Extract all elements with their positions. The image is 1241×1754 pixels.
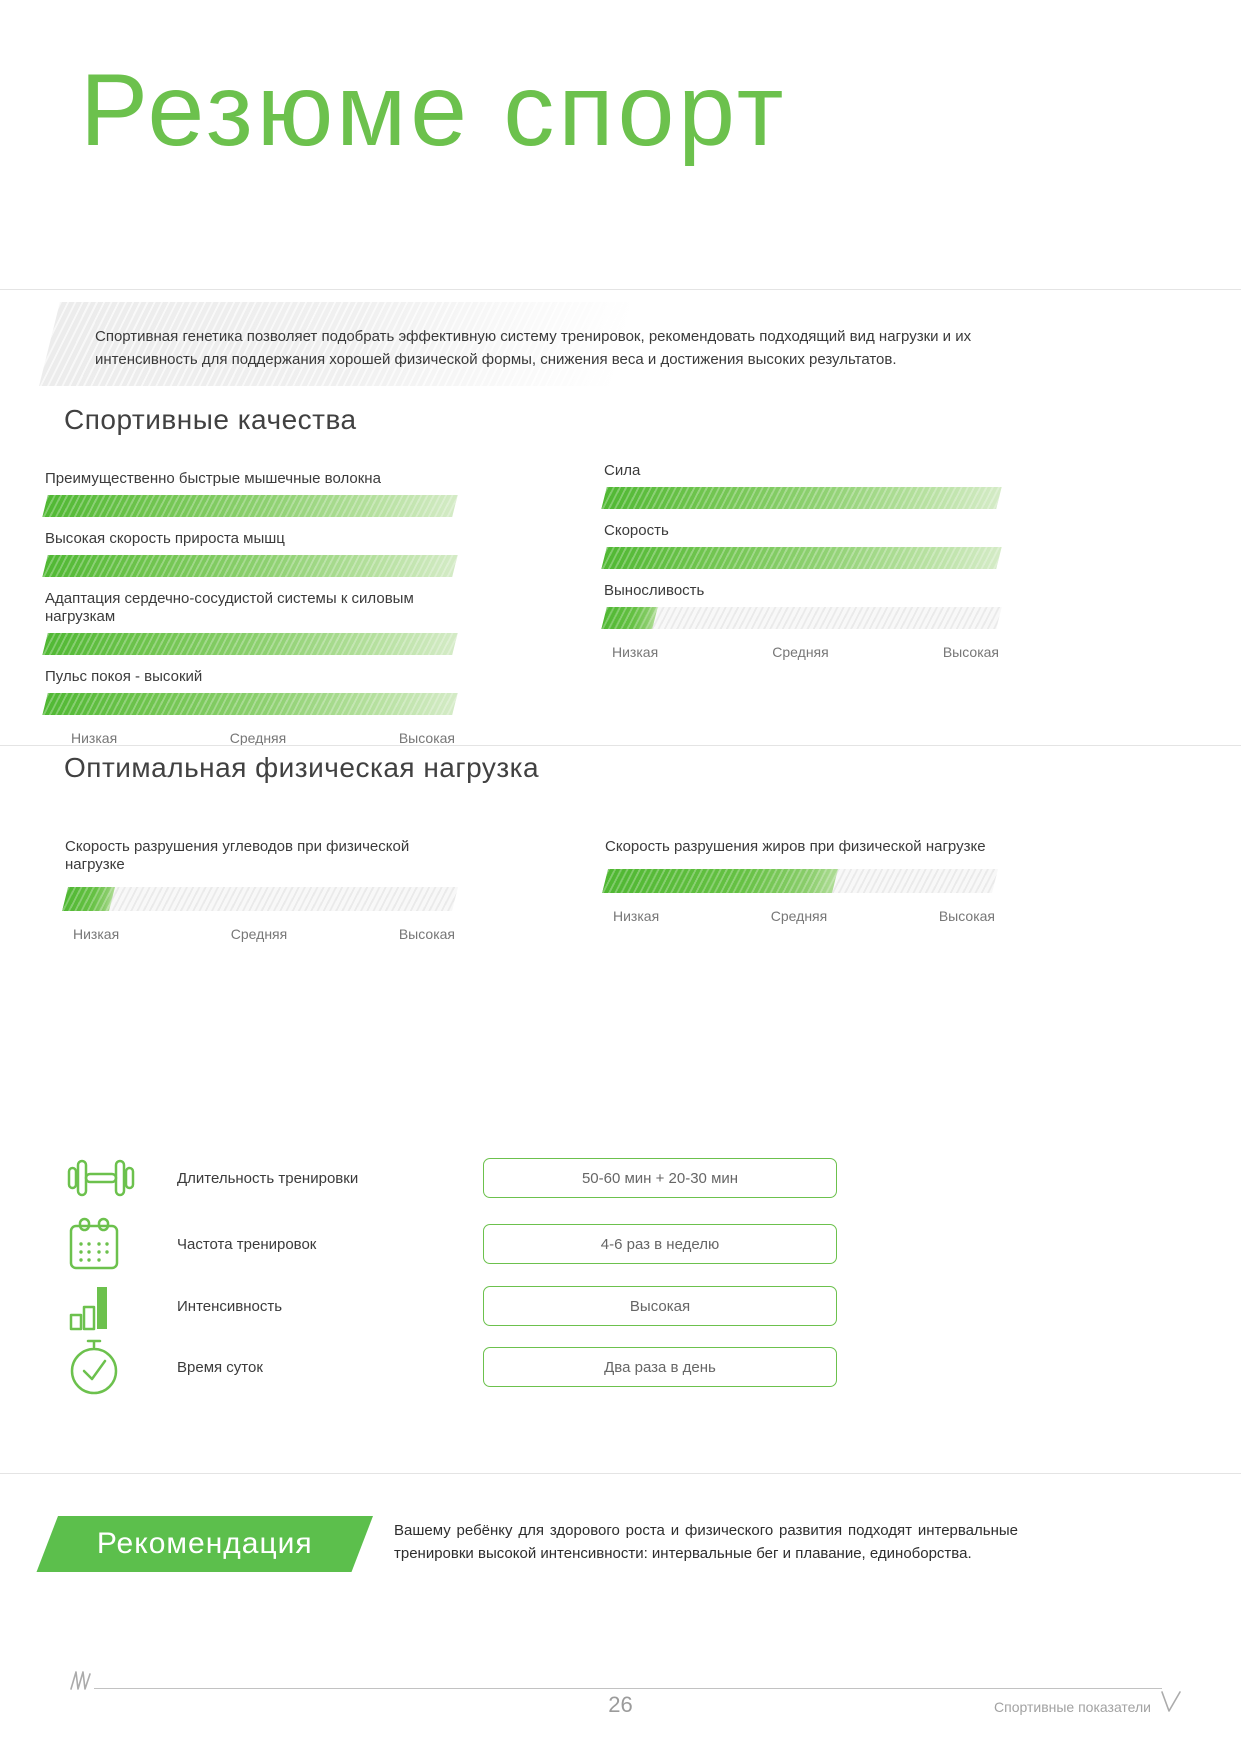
training-row-intensity: Интенсивность Высокая [65, 1275, 845, 1337]
footer-squiggle-mark [70, 1670, 96, 1695]
bar-fill [62, 887, 115, 911]
bar-chart-icon [67, 1279, 137, 1333]
qualities-right-column: Сила Скорость Выносливость Низкая Средня… [601, 462, 1002, 660]
load-right-column: Скорость разрушения жиров при физической… [602, 838, 998, 924]
training-label: Длительность тренировки [177, 1169, 359, 1187]
scale-label-high: Высокая [942, 644, 999, 660]
intro-text: Спортивная генетика позволяет подобрать … [95, 328, 972, 369]
divider-top [0, 289, 1241, 290]
stopwatch-icon [67, 1339, 137, 1395]
bar-fill [42, 633, 458, 655]
scale-row: Низкая Средняя Высокая [65, 924, 455, 942]
bar-label: Сила [604, 462, 641, 479]
bar-track [601, 607, 1002, 629]
training-value-box: 4-6 раз в неделю [483, 1224, 837, 1264]
bar-fill [602, 869, 839, 893]
bar-fill [601, 607, 659, 629]
bar-label: Высокая скорость прироста мышц [45, 530, 285, 547]
bar-track [62, 887, 458, 911]
training-label: Время суток [177, 1358, 263, 1376]
training-row-time-of-day: Время суток Два раза в день [65, 1336, 845, 1398]
footer-section-label: Спортивные показатели [994, 1699, 1151, 1715]
scale-label-high: Высокая [398, 730, 455, 746]
bar-fill [42, 693, 458, 715]
bar-label: Скорость [604, 522, 669, 539]
bar-label: Выносливость [604, 582, 705, 599]
recommendation-banner: Рекомендация [36, 1516, 374, 1572]
scale-label-high: Высокая [398, 926, 455, 942]
bar-label: Скорость разрушения жиров при физической… [605, 838, 986, 855]
bar-track [42, 495, 458, 517]
page-number: 26 [608, 1692, 633, 1717]
bar-label: Скорость разрушения углеводов при физиче… [65, 838, 410, 873]
calendar-icon [67, 1217, 137, 1271]
training-value-box: 50-60 мин + 20-30 мин [483, 1158, 837, 1198]
footer-check-mark [1158, 1690, 1184, 1719]
scale-label-low: Низкая [71, 730, 118, 746]
recommendation-banner-label: Рекомендация [96, 1527, 313, 1560]
bar-label: Преимущественно быстрые мышечные волокна [45, 470, 381, 487]
bar-track [602, 869, 998, 893]
recommendation-text: Вашему ребёнку для здорового роста и физ… [394, 1522, 1018, 1562]
bar-fill [601, 487, 1002, 509]
load-left-column: Скорость разрушения углеводов при физиче… [62, 838, 458, 942]
scale-label-mid: Средняя [770, 908, 828, 924]
scale-label-mid: Средняя [230, 926, 288, 942]
scale-label-low: Низкая [613, 908, 660, 924]
divider-middle [0, 745, 1241, 746]
training-label: Интенсивность [177, 1297, 283, 1315]
section-heading-load: Оптимальная физическая нагрузка [64, 752, 540, 783]
scale-label-high: Высокая [938, 908, 995, 924]
qualities-left-column: Преимущественно быстрые мышечные волокна… [42, 470, 458, 746]
bar-label: Адаптация сердечно-сосудистой системы к … [45, 590, 414, 625]
scale-label-mid: Средняя [229, 730, 287, 746]
divider-bottom [0, 1473, 1241, 1474]
footer-rule [94, 1688, 1162, 1689]
scale-label-low: Низкая [73, 926, 120, 942]
scale-row: Низкая Средняя Высокая [604, 642, 999, 660]
scale-label-low: Низкая [612, 644, 659, 660]
training-label: Частота тренировок [177, 1235, 317, 1253]
bar-fill [42, 555, 458, 577]
dumbbell-icon [67, 1151, 137, 1205]
scale-label-mid: Средняя [772, 644, 829, 660]
bar-fill [42, 495, 458, 517]
bar-track [42, 555, 458, 577]
bar-track [601, 547, 1002, 569]
bar-label: Пульс покоя - высокий [45, 668, 203, 685]
bar-track [42, 693, 458, 715]
training-row-duration: Длительность тренировки 50-60 мин + 20-3… [65, 1147, 845, 1209]
section-heading-qualities: Спортивные качества [64, 404, 357, 435]
bar-fill [601, 547, 1002, 569]
training-value-box: Два раза в день [483, 1347, 837, 1387]
scale-row: Низкая Средняя Высокая [45, 728, 455, 746]
training-row-frequency: Частота тренировок 4-6 раз в неделю [65, 1213, 845, 1275]
scale-row: Низкая Средняя Высокая [605, 906, 995, 924]
bar-track [42, 633, 458, 655]
bar-track [601, 487, 1002, 509]
page-title: Резюме спорт [80, 53, 788, 167]
training-value-box: Высокая [483, 1286, 837, 1326]
